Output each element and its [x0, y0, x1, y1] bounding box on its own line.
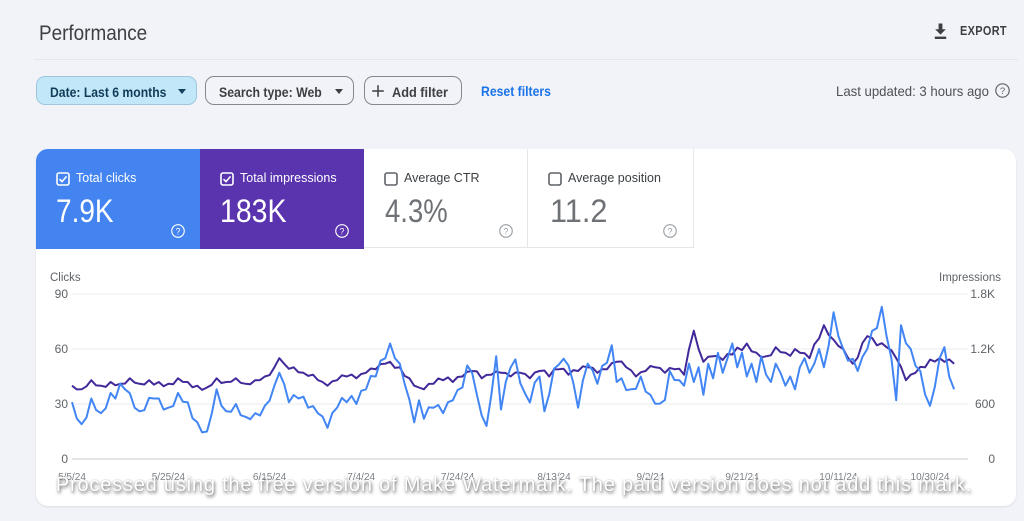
svg-text:7/4/24: 7/4/24 — [347, 472, 375, 483]
svg-text:?: ? — [668, 226, 673, 236]
svg-text:60: 60 — [55, 342, 69, 356]
svg-text:10/11/24: 10/11/24 — [819, 472, 858, 483]
svg-text:0: 0 — [61, 452, 68, 466]
svg-text:0: 0 — [988, 452, 995, 466]
svg-text:10/30/24: 10/30/24 — [911, 472, 950, 483]
svg-text:5/25/24: 5/25/24 — [152, 472, 186, 483]
svg-text:8/13/24: 8/13/24 — [537, 472, 571, 483]
svg-text:?: ? — [1000, 86, 1005, 97]
svg-text:5/5/24: 5/5/24 — [58, 472, 86, 483]
svg-text:?: ? — [176, 226, 181, 236]
svg-text:Clicks: Clicks — [50, 272, 81, 284]
svg-text:600: 600 — [975, 397, 995, 411]
svg-text:9/21/24: 9/21/24 — [725, 472, 759, 483]
svg-text:7/24/24: 7/24/24 — [441, 472, 475, 483]
svg-text:?: ? — [504, 226, 509, 236]
svg-text:6/15/24: 6/15/24 — [253, 472, 287, 483]
svg-text:9/2/24: 9/2/24 — [636, 472, 664, 483]
svg-text:1.8K: 1.8K — [970, 287, 995, 301]
svg-text:30: 30 — [55, 397, 69, 411]
svg-text:1.2K: 1.2K — [970, 342, 995, 356]
svg-text:Impressions: Impressions — [939, 272, 1001, 284]
svg-text:?: ? — [340, 226, 345, 236]
svg-text:90: 90 — [55, 287, 69, 301]
